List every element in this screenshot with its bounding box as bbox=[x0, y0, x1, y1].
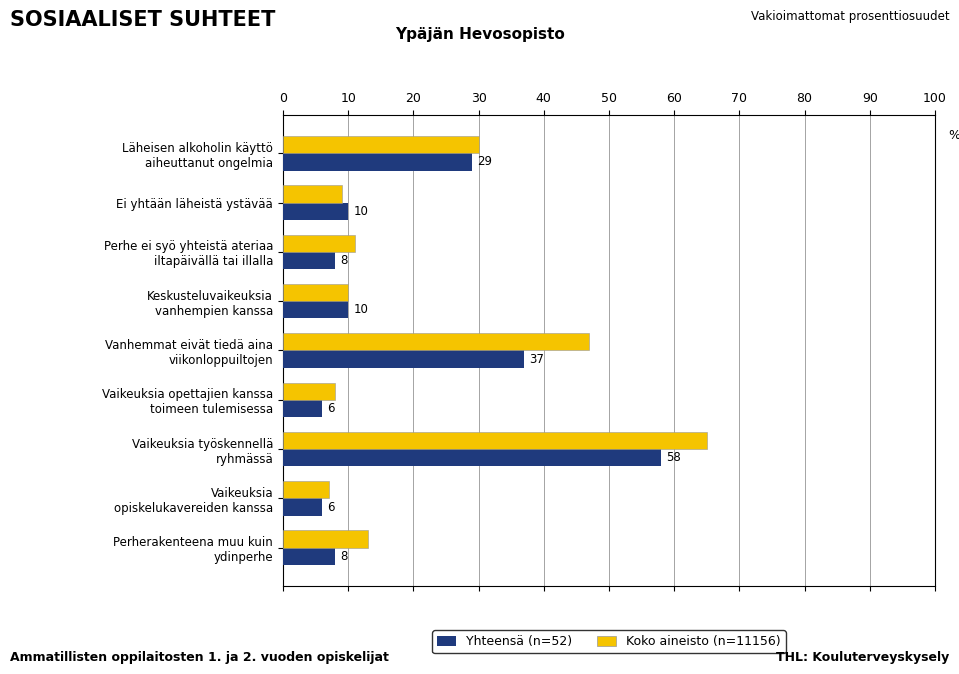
Text: 10: 10 bbox=[353, 205, 368, 218]
Bar bbox=[283, 136, 479, 153]
Text: 8: 8 bbox=[340, 254, 348, 267]
Bar bbox=[283, 400, 322, 417]
Text: 8: 8 bbox=[340, 550, 348, 563]
Bar bbox=[283, 185, 341, 203]
Bar bbox=[283, 548, 335, 565]
Bar bbox=[283, 284, 348, 301]
Text: Vakioimattomat prosenttiosuudet: Vakioimattomat prosenttiosuudet bbox=[751, 10, 949, 23]
Text: %: % bbox=[948, 129, 959, 142]
Bar bbox=[283, 383, 335, 400]
Bar bbox=[283, 481, 329, 498]
Text: 6: 6 bbox=[327, 501, 335, 514]
Legend: Yhteensä (n=52), Koko aineisto (n=11156): Yhteensä (n=52), Koko aineisto (n=11156) bbox=[433, 630, 785, 653]
Bar bbox=[283, 235, 355, 252]
Text: 6: 6 bbox=[327, 402, 335, 415]
Bar bbox=[283, 203, 348, 220]
Bar bbox=[283, 350, 525, 368]
Text: 37: 37 bbox=[529, 353, 545, 365]
Bar bbox=[283, 449, 661, 466]
Bar bbox=[283, 498, 322, 516]
Text: SOSIAALISET SUHTEET: SOSIAALISET SUHTEET bbox=[10, 10, 275, 30]
Text: Ammatillisten oppilaitosten 1. ja 2. vuoden opiskelijat: Ammatillisten oppilaitosten 1. ja 2. vuo… bbox=[10, 651, 388, 664]
Text: 10: 10 bbox=[353, 303, 368, 316]
Text: Ypäjän Hevosopisto: Ypäjän Hevosopisto bbox=[394, 27, 565, 42]
Text: 58: 58 bbox=[667, 451, 681, 464]
Bar bbox=[283, 530, 367, 548]
Text: 29: 29 bbox=[478, 156, 492, 168]
Bar bbox=[283, 252, 335, 269]
Bar bbox=[283, 153, 472, 171]
Bar bbox=[283, 432, 707, 449]
Bar bbox=[283, 301, 348, 318]
Bar bbox=[283, 333, 590, 350]
Text: THL: Kouluterveyskysely: THL: Kouluterveyskysely bbox=[776, 651, 949, 664]
